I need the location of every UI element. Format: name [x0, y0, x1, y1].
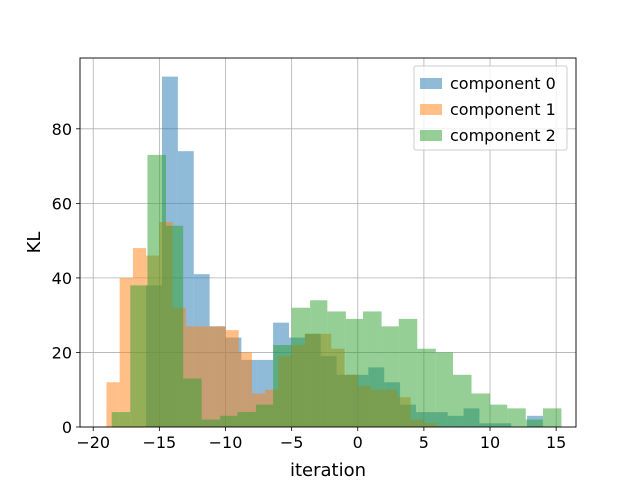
- histogram-bar: [381, 326, 399, 427]
- histogram-bar: [507, 408, 526, 427]
- y-tick-label: 60: [52, 194, 72, 213]
- x-tick-label: −15: [142, 433, 176, 452]
- histogram-bar: [417, 348, 436, 427]
- histogram-bar: [363, 311, 382, 427]
- histogram-bar: [291, 307, 311, 427]
- histogram-bar: [238, 352, 252, 427]
- x-tick-label: 0: [353, 433, 363, 452]
- histogram-bar: [490, 404, 508, 427]
- histogram-bar: [542, 408, 562, 427]
- legend-swatch: [420, 78, 442, 89]
- histogram-bar: [183, 378, 202, 427]
- histogram-bar: [525, 419, 543, 427]
- y-tick-label: 0: [62, 418, 72, 437]
- histogram-bar: [199, 326, 213, 427]
- x-tick-label: −20: [76, 433, 110, 452]
- x-tick-label: −5: [280, 433, 304, 452]
- y-tick-label: 40: [52, 269, 72, 288]
- x-axis-ticks: −20 −15 −10 −5 0 5 10 15: [76, 427, 566, 452]
- series-2-bars: [111, 154, 562, 427]
- bars: [106, 76, 562, 428]
- histogram-bar: [119, 277, 133, 427]
- legend-swatch: [420, 104, 442, 115]
- legend: component 0 component 1 component 2: [413, 65, 568, 151]
- histogram-bar: [111, 412, 131, 427]
- histogram-bar: [201, 419, 221, 427]
- histogram-bar: [310, 300, 328, 427]
- histogram-bar: [147, 154, 166, 427]
- histogram-bar: [165, 225, 184, 427]
- histogram-bar: [220, 415, 238, 427]
- x-tick-label: 10: [480, 433, 500, 452]
- histogram-bar: [435, 352, 453, 427]
- histogram-bar: [471, 393, 491, 427]
- legend-label: component 1: [450, 100, 556, 119]
- legend-label: component 2: [450, 126, 556, 145]
- x-tick-label: 5: [419, 433, 429, 452]
- legend-box: [413, 65, 568, 151]
- y-axis-ticks: 0 20 40 60 80: [52, 120, 80, 437]
- legend-swatch: [420, 130, 442, 141]
- x-axis-label: iteration: [290, 460, 366, 480]
- histogram-bar: [345, 318, 364, 427]
- histogram-bar: [327, 311, 346, 427]
- histogram-bar: [273, 345, 292, 427]
- legend-label: component 0: [450, 74, 556, 93]
- x-tick-label: −10: [209, 433, 243, 452]
- x-tick-label: 15: [546, 433, 566, 452]
- histogram-bar: [212, 326, 226, 427]
- histogram-bar: [398, 318, 418, 427]
- y-tick-label: 80: [52, 120, 72, 139]
- histogram-bar: [255, 404, 274, 427]
- histogram-bar: [452, 374, 472, 427]
- histogram-bar: [225, 330, 239, 427]
- y-axis-label: KL: [24, 232, 45, 254]
- y-tick-label: 20: [52, 343, 72, 362]
- histogram-bar: [130, 285, 148, 427]
- plot-frame: [79, 57, 577, 428]
- histogram-bar: [237, 412, 256, 427]
